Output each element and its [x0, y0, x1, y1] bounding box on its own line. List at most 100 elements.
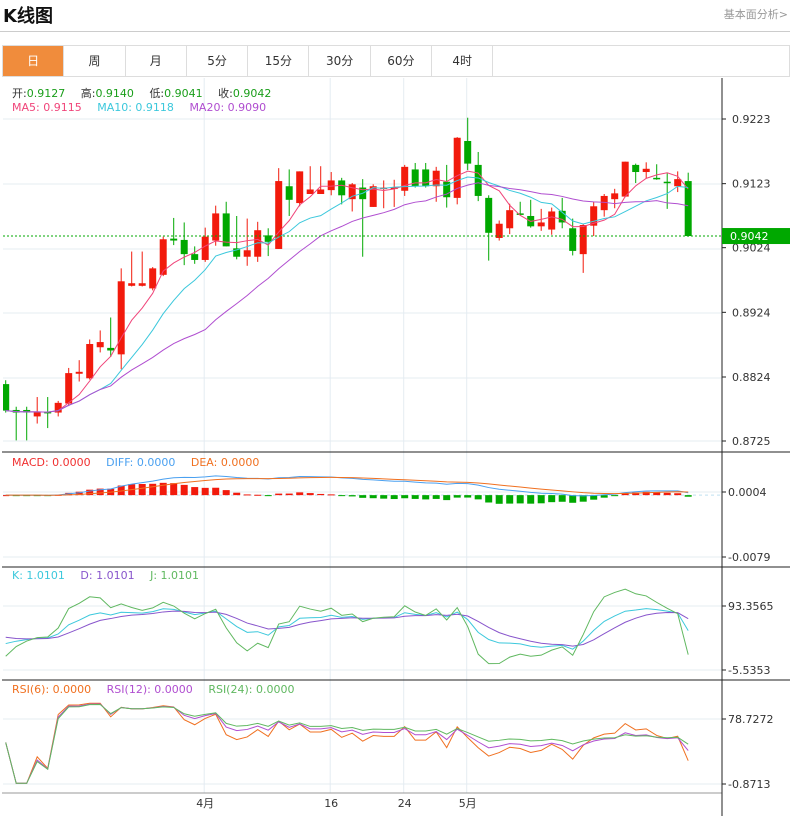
candle-body	[65, 373, 73, 404]
macd-bar	[642, 491, 650, 496]
candle-body	[600, 195, 608, 211]
tab-month[interactable]: 月	[126, 46, 187, 76]
tab-60min[interactable]: 60分	[371, 46, 433, 76]
diff-value: DIFF: 0.0000	[106, 456, 176, 469]
candle-body	[390, 187, 398, 190]
macd-bar	[254, 494, 262, 496]
candle-body	[180, 239, 188, 255]
macd-tick-label: -0.0079	[728, 551, 770, 564]
d-value: D: 1.0101	[80, 569, 135, 582]
rsi12-line	[5, 703, 689, 784]
macd-bar	[653, 492, 661, 496]
candle-body	[3, 384, 10, 411]
dea-value: DEA: 0.0000	[190, 456, 260, 469]
price-tick-label: 0.8725	[732, 435, 771, 448]
macd-bar	[233, 492, 241, 496]
low-value: 0.9041	[164, 87, 203, 100]
macd-bar	[390, 495, 398, 500]
candle-body	[107, 347, 115, 351]
candle-body	[75, 371, 83, 374]
candle-body	[306, 189, 314, 195]
candle-body	[159, 239, 167, 275]
rsi12-value: RSI(12): 0.0000	[106, 683, 193, 696]
candle-body	[537, 222, 545, 227]
candle-body	[23, 409, 31, 413]
rsi-tick-label: 78.7272	[728, 713, 774, 726]
ma-legend: MA5: 0.9115 MA10: 0.9118 MA20: 0.9090	[12, 101, 278, 114]
candle-body	[338, 180, 346, 196]
kdj-tick-label: 93.3565	[728, 600, 774, 613]
last-price-label: 0.9042	[730, 230, 769, 243]
candle-body	[432, 170, 440, 187]
macd-bar	[422, 495, 430, 500]
candle-body	[495, 223, 503, 238]
j-line	[5, 588, 689, 665]
tab-day[interactable]: 日	[3, 46, 65, 76]
macd-bar	[411, 495, 419, 499]
macd-tick-label: 0.0004	[728, 486, 767, 499]
ma20-value: MA20: 0.9090	[189, 101, 267, 114]
macd-bar	[317, 493, 325, 496]
date-tick-label: 5月	[459, 797, 477, 810]
macd-bar	[464, 495, 472, 498]
date-tick-label: 4月	[196, 797, 214, 810]
k-line	[5, 608, 689, 650]
candle-body	[96, 342, 104, 348]
candle-body	[149, 268, 157, 289]
macd-bar	[611, 495, 619, 497]
candle-body	[632, 164, 640, 173]
price-tick-label: 0.8824	[732, 371, 771, 384]
rsi-legend: RSI(6): 0.0000 RSI(12): 0.0000 RSI(24): …	[12, 683, 306, 696]
tab-week[interactable]: 周	[64, 46, 126, 76]
macd-bar	[264, 495, 272, 497]
kdj-group	[5, 588, 689, 665]
candle-body	[212, 213, 220, 241]
tab-5min[interactable]: 5分	[187, 46, 249, 76]
candle-body	[621, 161, 629, 197]
macd-legend: MACD: 0.0000 DIFF: 0.0000 DEA: 0.0000	[12, 456, 271, 469]
open-value: 0.9127	[26, 87, 66, 100]
kdj-legend: K: 1.0101 D: 1.0101 J: 1.0101	[12, 569, 211, 582]
candle-body	[642, 168, 650, 173]
tab-30min[interactable]: 30分	[309, 46, 371, 76]
macd-bar	[149, 483, 157, 496]
macd-value: MACD: 0.0000	[12, 456, 91, 469]
macd-bar	[453, 495, 461, 498]
macd-bar	[285, 493, 293, 496]
macd-bar	[663, 492, 671, 496]
tab-15min[interactable]: 15分	[248, 46, 310, 76]
macd-bar	[684, 495, 692, 497]
candle-body	[327, 180, 335, 191]
candle-body	[506, 210, 514, 229]
macd-bar	[527, 495, 535, 504]
candle-body	[663, 181, 671, 184]
fundamental-analysis-link[interactable]: 基本面分析>	[723, 8, 788, 21]
candle-body	[464, 140, 472, 164]
close-label: 收:	[218, 87, 233, 100]
candle-body	[222, 213, 230, 247]
candle-body	[191, 254, 199, 260]
rsi6-value: RSI(6): 0.0000	[12, 683, 92, 696]
candle-body	[317, 189, 325, 195]
candle-body	[264, 235, 272, 242]
macd-bar	[296, 492, 304, 496]
ma5-value: MA5: 0.9115	[12, 101, 82, 114]
macd-bar	[443, 495, 451, 501]
candle-body	[590, 206, 598, 226]
macd-bar	[96, 488, 104, 496]
macd-bar	[474, 495, 482, 500]
candle-body	[170, 238, 178, 241]
macd-bar	[369, 495, 377, 499]
ma10-line	[5, 176, 689, 413]
macd-bar	[401, 495, 409, 499]
candle-body	[86, 344, 94, 379]
macd-bar	[201, 487, 209, 496]
tab-4hour[interactable]: 4时	[432, 46, 494, 76]
macd-bar	[432, 495, 440, 499]
candle-body	[558, 210, 566, 223]
macd-bar	[180, 484, 188, 496]
macd-bar	[117, 485, 125, 496]
ma10-value: MA10: 0.9118	[97, 101, 174, 114]
macd-bar	[621, 493, 629, 496]
